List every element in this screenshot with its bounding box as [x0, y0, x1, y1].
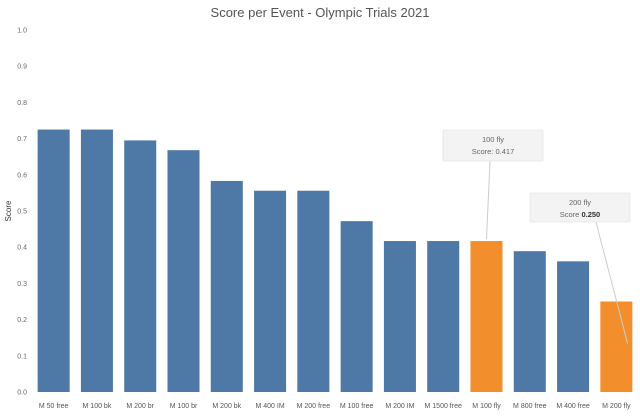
x-tick-label: M 100 br [170, 403, 198, 410]
x-tick-label: M 1500 free [425, 403, 462, 410]
x-tick-label: M 200 br [126, 403, 154, 410]
x-tick-label: M 200 fly [602, 403, 631, 410]
x-tick-label: M 200 bk [212, 403, 241, 410]
annotation-m-200-fly: 200 fly Score 0.250 [529, 192, 631, 344]
annotation-score-label: Score [560, 210, 580, 219]
annotation-m-100-fly: 100 fly Score: 0.417 [442, 129, 544, 240]
x-tick-label: M 400 IM [255, 403, 284, 410]
annotation-score: Score: 0.417 [472, 147, 515, 156]
annotation-score-label: Score: [472, 147, 494, 156]
y-tick-label: 0.1 [17, 353, 27, 360]
y-tick-label: 0.0 [17, 390, 27, 397]
annotation-title: 200 fly [569, 198, 591, 207]
y-axis-label: Score [4, 200, 13, 221]
bar[interactable] [124, 140, 157, 392]
y-tick-label: 0.8 [17, 100, 27, 107]
annotation-connector [595, 221, 629, 344]
annotation-box [529, 192, 631, 223]
bar[interactable] [37, 129, 70, 393]
chart-title: Score per Event - Olympic Trials 2021 [211, 5, 430, 20]
y-tick-label: 0.9 [17, 64, 27, 71]
bar[interactable] [557, 261, 590, 392]
bar[interactable] [513, 251, 546, 392]
annotation-score-value: 0.417 [496, 147, 515, 156]
x-tick-label: M 100 bk [83, 403, 112, 410]
y-tick-label: 0.5 [17, 209, 27, 216]
y-tick-label: 0.7 [17, 136, 27, 143]
bar[interactable] [297, 190, 330, 392]
x-tick-label: M 400 free [556, 403, 590, 410]
annotation-title: 100 fly [482, 135, 504, 144]
bar[interactable] [254, 190, 287, 392]
bar[interactable] [600, 301, 633, 393]
bar[interactable] [470, 241, 503, 392]
bar[interactable] [210, 180, 243, 392]
bar[interactable] [340, 221, 373, 392]
y-axis-ticks: 0.0 0.1 0.2 0.3 0.4 0.5 0.6 0.7 0.8 0.9 1.0 [17, 28, 27, 397]
x-tick-label: M 100 free [340, 403, 374, 410]
bar[interactable] [427, 241, 460, 392]
y-tick-label: 1.0 [17, 28, 27, 35]
y-tick-label: 0.3 [17, 281, 27, 288]
y-tick-label: 0.4 [17, 245, 27, 252]
bars [37, 129, 633, 393]
annotations: 100 fly Score: 0.417 200 fly Score 0.250 [442, 129, 631, 344]
x-tick-label: M 50 free [39, 403, 69, 410]
y-tick-label: 0.2 [17, 317, 27, 324]
y-tick-label: 0.6 [17, 172, 27, 179]
annotation-connector [486, 160, 491, 240]
x-tick-label: M 100 fly [472, 403, 501, 410]
x-axis-tick-labels: M 50 free M 100 bk M 200 br M 100 br M 200 b… [39, 403, 631, 410]
bar[interactable] [383, 241, 416, 392]
annotation-score: Score 0.250 [560, 210, 600, 219]
bar[interactable] [167, 150, 200, 392]
x-tick-label: M 800 free [513, 403, 547, 410]
annotation-score-value: 0.250 [581, 210, 600, 219]
annotation-box [442, 129, 544, 162]
x-tick-label: M 200 IM [385, 403, 414, 410]
x-tick-label: M 200 free [297, 403, 331, 410]
bar[interactable] [80, 129, 113, 393]
